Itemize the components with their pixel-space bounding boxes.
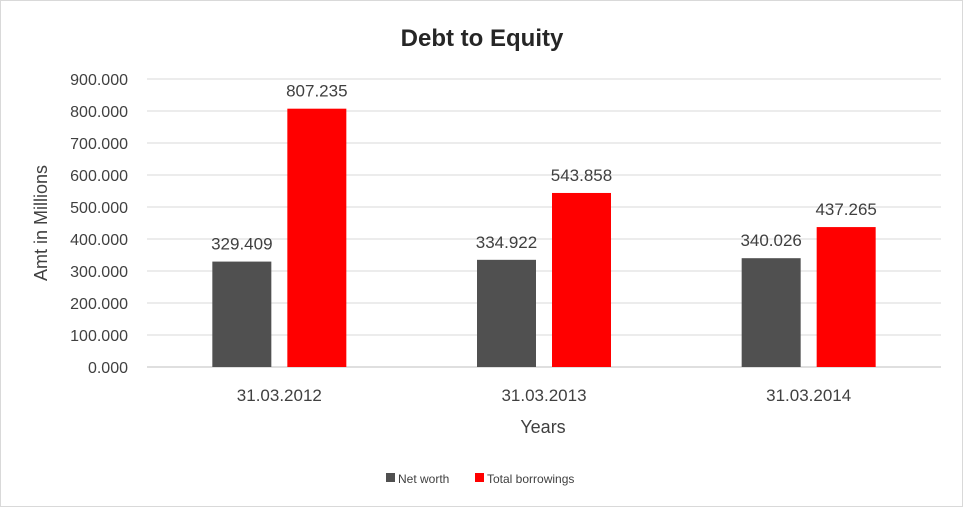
bar-total-borrowings [816,227,876,367]
y-axis-title: Amt in Millions [31,165,51,281]
bar-total-borrowings [287,108,347,367]
gridlines [147,78,941,368]
data-label: 543.858 [551,166,612,185]
legend-swatch-total-borrowings [475,473,484,482]
y-tick-label: 100.000 [70,328,128,345]
bar-net-worth [212,261,272,367]
bar-net-worth [477,259,536,367]
legend-swatch-net-worth [386,473,395,482]
data-labels: 329.409 807.235 334.922 543.858 340.026 437.2… [211,82,877,254]
y-tick-label: 700.000 [70,136,128,153]
bar-net-worth [741,258,801,367]
y-tick-label: 0.000 [88,360,128,377]
x-axis-tick-labels: 31.03.2012 31.03.2013 31.03.2014 [237,386,851,405]
x-tick-label: 31.03.2012 [237,386,322,405]
legend: Net worth Total borrowings [386,472,574,486]
data-label: 437.265 [815,200,876,219]
legend-label: Total borrowings [487,472,574,486]
data-label: 807.235 [286,82,347,101]
chart-title: Debt to Equity [401,25,564,52]
y-tick-label: 800.000 [70,104,128,121]
legend-label: Net worth [398,472,449,486]
data-label: 334.922 [476,233,537,252]
y-tick-label: 200.000 [70,296,128,313]
y-tick-label: 300.000 [70,264,128,281]
data-label: 329.409 [211,235,272,254]
y-tick-label: 400.000 [70,232,128,249]
bars [212,108,876,367]
x-axis-title: Years [520,417,565,437]
data-label: 340.026 [740,231,801,250]
y-tick-label: 500.000 [70,200,128,217]
y-tick-label: 900.000 [70,72,128,89]
bar-total-borrowings [552,192,611,367]
x-tick-label: 31.03.2013 [501,386,586,405]
y-tick-label: 600.000 [70,168,128,185]
x-tick-label: 31.03.2014 [766,386,851,405]
y-axis-tick-labels: 0.000 100.000 200.000 300.000 400.000 500.000… [70,72,128,377]
